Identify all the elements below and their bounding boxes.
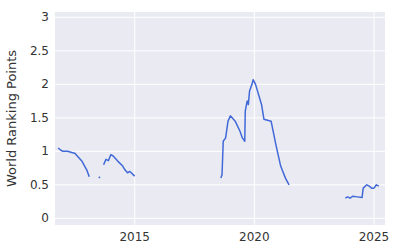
tick-label: 0 bbox=[41, 211, 49, 225]
data-group bbox=[58, 80, 379, 199]
tick-label: 0.5 bbox=[30, 178, 49, 192]
tick-label: 1 bbox=[41, 144, 49, 158]
tick-label: 2 bbox=[41, 77, 49, 91]
grid-line bbox=[134, 12, 135, 225]
chart: 0 0.5 1 1.5 2 2.5 3 2015 2020 2025 World Ranking P… bbox=[0, 0, 400, 250]
grid-line bbox=[55, 84, 385, 85]
grid-line bbox=[55, 50, 385, 51]
grid-line bbox=[254, 12, 255, 225]
plot-area bbox=[55, 12, 385, 225]
grid-line bbox=[55, 17, 385, 18]
grid-line bbox=[55, 117, 385, 118]
tick-label: 3 bbox=[41, 10, 49, 24]
grid-line bbox=[373, 12, 374, 225]
grid-line bbox=[55, 184, 385, 185]
tick-label: 1.5 bbox=[30, 111, 49, 125]
tick-label: 2020 bbox=[239, 230, 270, 244]
tick-label: 2025 bbox=[359, 230, 390, 244]
grid-line bbox=[55, 218, 385, 219]
axis-label: World Ranking Points bbox=[4, 50, 19, 187]
line bbox=[58, 80, 379, 199]
grid-line bbox=[55, 151, 385, 152]
tick-label: 2.5 bbox=[30, 44, 49, 58]
tick-label: 2015 bbox=[119, 230, 150, 244]
